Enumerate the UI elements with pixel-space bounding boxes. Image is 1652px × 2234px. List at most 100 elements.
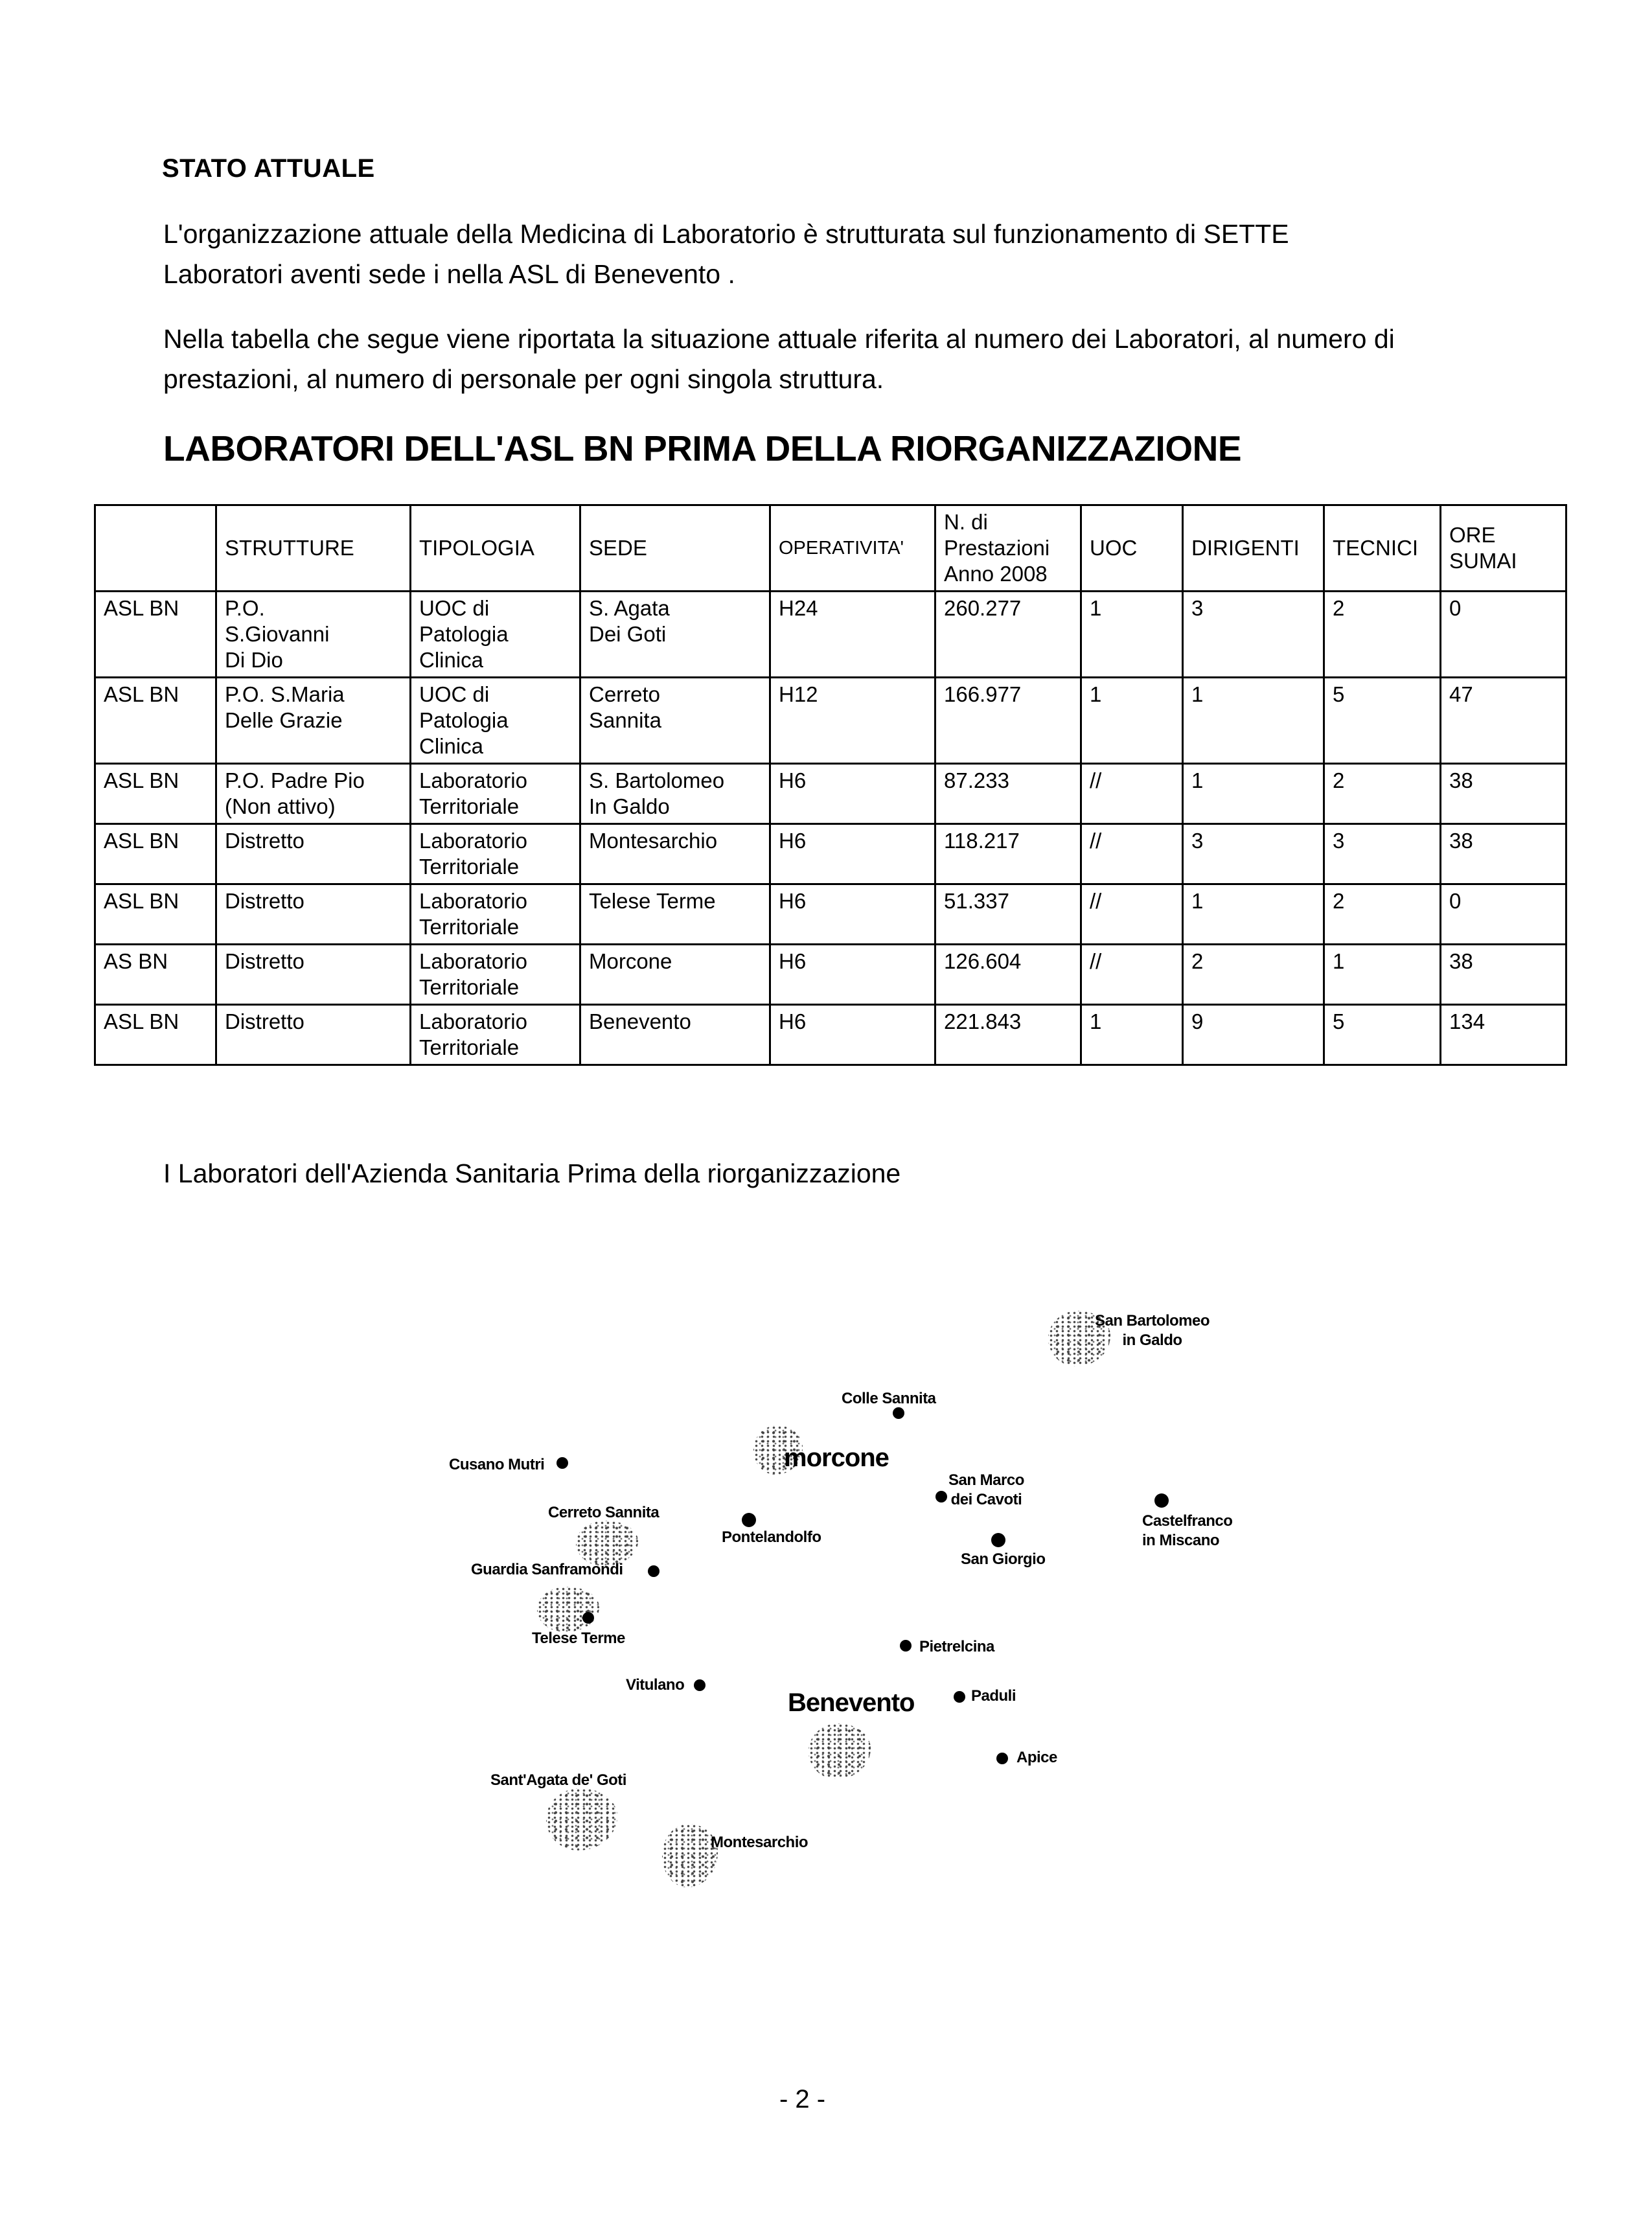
table-cell: 3	[1182, 590, 1325, 678]
table-cell: ASL BN	[94, 590, 217, 678]
table-cell: P.O. S.Giovanni Di Dio	[215, 590, 411, 678]
map-smudge-montesarchio	[662, 1824, 718, 1887]
table-header-cell: STRUTTURE	[215, 504, 411, 592]
table-row: AS BN Distretto Laboratorio Territoriale…	[94, 943, 1567, 1006]
table-cell: 1	[1080, 1004, 1184, 1066]
map-label-colle-sannita: Colle Sannita	[842, 1390, 936, 1407]
table-cell: UOC di Patologia Clinica	[409, 676, 581, 765]
table-cell: 38	[1440, 943, 1567, 1006]
table-cell: 38	[1440, 823, 1567, 885]
table-cell: 260.277	[934, 590, 1082, 678]
table-cell: H12	[769, 676, 936, 765]
map-label-pietrelcina: Pietrelcina	[919, 1638, 994, 1655]
table-row: ASL BN P.O. S.Giovanni Di Dio UOC di Pat…	[94, 590, 1567, 678]
map-dot-colle-sannita	[893, 1407, 904, 1419]
map-smudge-telese-terme	[537, 1587, 599, 1632]
table-cell: 134	[1440, 1004, 1567, 1066]
table-cell: 2	[1323, 590, 1441, 678]
table-cell: 1	[1080, 590, 1184, 678]
table-header-cell	[94, 504, 217, 592]
map-label-san-giorgio: San Giorgio	[961, 1550, 1046, 1568]
table-cell: S. Bartolomeo In Galdo	[579, 763, 771, 825]
table-header-cell: DIRIGENTI	[1182, 504, 1325, 592]
table-cell: ASL BN	[94, 763, 217, 825]
map-label-montesarchio: Montesarchio	[711, 1834, 809, 1851]
table-header-cell: ORE SUMAI	[1440, 504, 1567, 592]
table-cell: P.O. S.Maria Delle Grazie	[215, 676, 411, 765]
map-label-cusano-mutri: Cusano Mutri	[449, 1456, 545, 1473]
table-cell: 5	[1323, 1004, 1441, 1066]
table-row: ASL BN P.O. Padre Pio (Non attivo) Labor…	[94, 763, 1567, 825]
paragraph-table-intro: Nella tabella che segue viene riportata …	[163, 324, 1395, 394]
table-cell: Distretto	[215, 823, 411, 885]
section-title: STATO ATTUALE	[162, 154, 375, 183]
map-label-castelfranco: Castelfranco in Miscano	[1142, 1512, 1233, 1549]
table-cell: H6	[769, 943, 936, 1006]
table-cell: ASL BN	[94, 676, 217, 765]
map-smudge-morcone	[753, 1425, 803, 1475]
table-cell: 166.977	[934, 676, 1082, 765]
table-cell: Benevento	[579, 1004, 771, 1066]
table-title: LABORATORI DELL'ASL BN PRIMA DELLA RIORG…	[163, 428, 1242, 468]
table-header-cell: SEDE	[579, 504, 771, 592]
table-cell: //	[1080, 763, 1184, 825]
table-cell: 51.337	[934, 883, 1082, 945]
table-row: ASL BN Distretto Laboratorio Territorial…	[94, 823, 1567, 885]
map-label-benevento: Benevento	[788, 1688, 915, 1717]
table-row: ASL BN Distretto Laboratorio Territorial…	[94, 883, 1567, 945]
table-row: ASL BN Distretto Laboratorio Territorial…	[94, 1004, 1567, 1066]
table-header-cell: TIPOLOGIA	[409, 504, 581, 592]
table-cell: 3	[1323, 823, 1441, 885]
table-cell: Cerreto Sannita	[579, 676, 771, 765]
table-cell: H6	[769, 883, 936, 945]
table-cell: 2	[1323, 763, 1441, 825]
map-label-san-marco: San Marco dei Cavoti	[948, 1471, 1024, 1508]
map-dot-pontelandolfo	[742, 1513, 756, 1527]
table-cell: 1	[1182, 676, 1325, 765]
table-cell: H6	[769, 763, 936, 825]
table-cell: ASL BN	[94, 883, 217, 945]
table-row: ASL BN P.O. S.Maria Delle Grazie UOC di …	[94, 676, 1567, 765]
table-cell: S. Agata Dei Goti	[579, 590, 771, 678]
table-header-row: STRUTTURE TIPOLOGIA SEDE OPERATIVITA' N.…	[94, 504, 1567, 592]
map-dot-apice	[996, 1753, 1008, 1764]
table-cell: 5	[1323, 676, 1441, 765]
table-cell: Montesarchio	[579, 823, 771, 885]
table-cell: 118.217	[934, 823, 1082, 885]
table-header-cell: N. di Prestazioni Anno 2008	[934, 504, 1082, 592]
paragraph-intro: L'organizzazione attuale della Medicina …	[163, 219, 1289, 289]
map-dot-san-giorgio	[991, 1533, 1005, 1547]
table-cell: Morcone	[579, 943, 771, 1006]
table-cell: H24	[769, 590, 936, 678]
table-cell: 2	[1323, 883, 1441, 945]
map-label-telese-terme: Telese Terme	[532, 1629, 625, 1647]
table-cell: P.O. Padre Pio (Non attivo)	[215, 763, 411, 825]
map-caption: I Laboratori dell'Azienda Sanitaria Prim…	[163, 1158, 901, 1188]
map-label-morcone: morcone	[784, 1444, 889, 1472]
map-dot-telese-terme	[582, 1612, 594, 1624]
table-cell: Laboratorio Territoriale	[409, 943, 581, 1006]
page-number: - 2 -	[779, 2085, 826, 2113]
map-dot-vitulano	[694, 1679, 706, 1691]
table-cell: 3	[1182, 823, 1325, 885]
map-smudge-benevento	[809, 1723, 871, 1779]
table-cell: Distretto	[215, 883, 411, 945]
map-dot-guardia-sanframondi	[648, 1565, 660, 1577]
map-label-pontelandolfo: Pontelandolfo	[722, 1528, 821, 1546]
table-cell: 126.604	[934, 943, 1082, 1006]
table-cell: Laboratorio Territoriale	[409, 763, 581, 825]
table-cell: 2	[1182, 943, 1325, 1006]
table-cell: Laboratorio Territoriale	[409, 1004, 581, 1066]
map-smudge-san-bartolomeo	[1048, 1311, 1110, 1366]
table-cell: 1	[1323, 943, 1441, 1006]
map-label-vitulano: Vitulano	[626, 1676, 685, 1694]
table-cell: 1	[1182, 763, 1325, 825]
table-cell: AS BN	[94, 943, 217, 1006]
map-dot-cusano-mutri	[556, 1457, 568, 1469]
table-cell: H6	[769, 1004, 936, 1066]
table-cell: Telese Terme	[579, 883, 771, 945]
table-header-cell: UOC	[1080, 504, 1184, 592]
table-cell: Laboratorio Territoriale	[409, 883, 581, 945]
table-cell: Distretto	[215, 1004, 411, 1066]
table-header-cell: TECNICI	[1323, 504, 1441, 592]
